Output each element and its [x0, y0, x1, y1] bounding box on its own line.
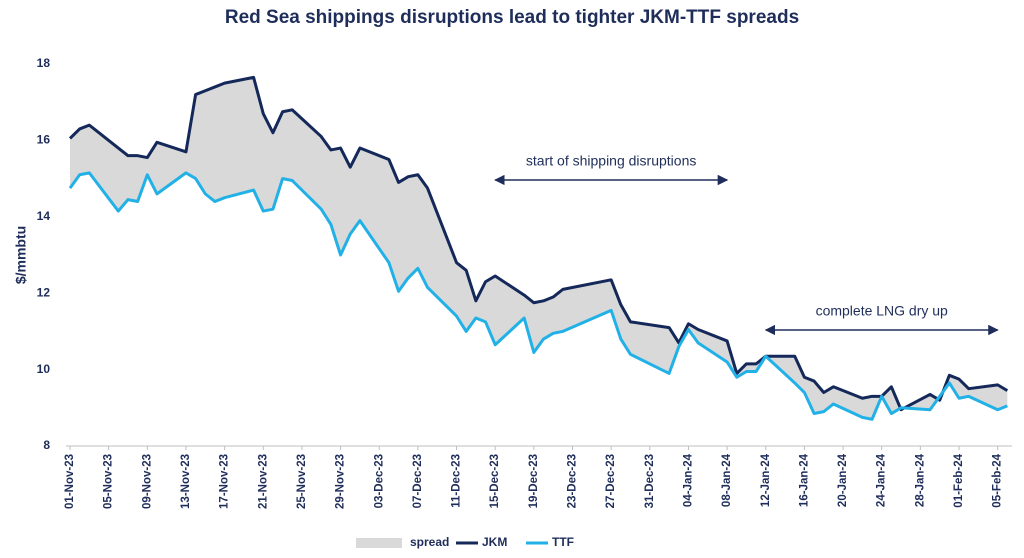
- legend-label: JKM: [482, 535, 507, 549]
- x-tick-label: 12-Jan-24: [760, 453, 772, 507]
- x-tick-label: 07-Dec-23: [412, 454, 424, 508]
- series-line: [68, 171, 1008, 421]
- legend-label: spread: [410, 535, 449, 549]
- x-tick-label: 28-Jan-24: [914, 453, 926, 507]
- y-tick-label: 10: [37, 362, 51, 376]
- y-tick-label: 16: [37, 133, 51, 147]
- x-tick-label: 29-Nov-23: [335, 454, 347, 509]
- y-tick-label: 14: [37, 209, 51, 223]
- y-tick-label: 12: [37, 285, 51, 299]
- x-tick-label: 05-Nov-23: [103, 454, 115, 509]
- x-tick-label: 17-Nov-23: [219, 454, 231, 509]
- x-tick-label: 24-Jan-24: [876, 453, 888, 507]
- x-tick-label: 05-Feb-24: [992, 453, 1004, 507]
- legend-label: TTF: [552, 535, 574, 549]
- annotation-text: complete LNG dry up: [816, 303, 948, 319]
- x-tick-label: 21-Nov-23: [257, 454, 269, 509]
- x-tick-label: 03-Dec-23: [373, 454, 385, 508]
- spread-area: [70, 77, 1008, 420]
- x-tick-label: 20-Jan-24: [837, 453, 849, 507]
- x-tick-label: 08-Jan-24: [721, 453, 733, 507]
- y-tick-label: 18: [37, 56, 51, 70]
- x-tick-label: 11-Dec-23: [451, 454, 463, 508]
- x-tick-label: 16-Jan-24: [798, 453, 810, 507]
- chart-title: Red Sea shippings disruptions lead to ti…: [225, 7, 799, 28]
- x-tick-label: 15-Dec-23: [489, 454, 501, 508]
- annotation-text: start of shipping disruptions: [526, 153, 696, 169]
- y-axis-label: $/mmbtu: [13, 226, 29, 284]
- x-tick-label: 01-Nov-23: [64, 454, 76, 509]
- x-tick-label: 13-Nov-23: [180, 454, 192, 509]
- x-tick-label: 23-Dec-23: [567, 454, 579, 508]
- series-line: [68, 75, 1009, 412]
- x-tick-label: 25-Nov-23: [296, 454, 308, 509]
- x-tick-label: 27-Dec-23: [605, 454, 617, 508]
- y-tick-label: 8: [43, 438, 50, 452]
- legend-swatch: [356, 538, 402, 548]
- x-tick-label: 04-Jan-24: [682, 453, 694, 507]
- x-tick-label: 09-Nov-23: [141, 454, 153, 509]
- x-tick-label: 31-Dec-23: [644, 454, 656, 508]
- x-tick-label: 01-Feb-24: [953, 453, 965, 507]
- x-tick-label: 19-Dec-23: [528, 454, 540, 508]
